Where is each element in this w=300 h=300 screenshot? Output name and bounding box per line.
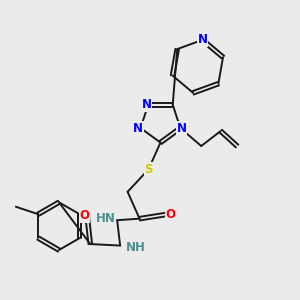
Text: O: O — [165, 208, 175, 221]
Text: N: N — [177, 122, 187, 135]
Text: N: N — [133, 122, 143, 135]
Text: HN: HN — [96, 212, 116, 225]
Text: N: N — [142, 98, 152, 111]
Text: O: O — [79, 209, 89, 222]
Text: S: S — [144, 163, 153, 176]
Text: NH: NH — [126, 241, 146, 254]
Text: N: N — [197, 33, 207, 46]
